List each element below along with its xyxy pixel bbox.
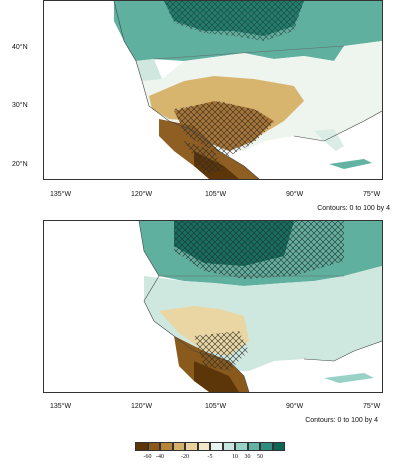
colorbar-boxes — [135, 442, 285, 451]
lon-label: 105°W — [205, 403, 227, 410]
colorbar-swatch — [147, 442, 160, 451]
colorbar-swatch — [210, 442, 223, 451]
contour-note: Contours: 0 to 100 by 4 — [305, 417, 378, 424]
lon-label: 90°W — [286, 191, 304, 198]
colorbar-label: -60 — [143, 454, 152, 460]
lon-label: 135°W — [50, 191, 72, 198]
bottom-map-frame — [43, 220, 383, 393]
lat-label: 30°N — [12, 102, 28, 109]
lat-label: 40°N — [12, 44, 28, 51]
colorbar-swatch — [247, 442, 260, 451]
colorbar-label: 50 — [257, 454, 263, 460]
top-map-panel: 40°N 30°N 20°N 135°W 120°W 105°W 90°W 75… — [0, 0, 420, 215]
colorbar-label: -40 — [156, 454, 164, 460]
lat-label: 20°N — [12, 161, 28, 168]
colorbar-swatch — [197, 442, 210, 451]
colorbar-label: 10 — [232, 454, 238, 460]
colorbar-swatch — [160, 442, 173, 451]
colorbar-label: -5 — [207, 454, 213, 460]
lon-label: 135°W — [50, 403, 72, 410]
bottom-map-panel: 135°W 120°W 105°W 90°W 75°W Contours: 0 … — [0, 220, 420, 430]
bottom-map-canvas — [44, 221, 382, 392]
colorbar-swatch — [272, 442, 285, 451]
colorbar-swatch — [222, 442, 235, 451]
lon-label: 90°W — [286, 403, 304, 410]
colorbar-swatch — [185, 442, 198, 451]
colorbar-swatch — [135, 442, 148, 451]
colorbar-label: -20 — [181, 454, 189, 460]
colorbar-swatch — [260, 442, 273, 451]
top-map-frame — [43, 0, 383, 180]
lon-label: 75°W — [363, 191, 381, 198]
colorbar-label: 30 — [244, 454, 251, 460]
colorbar: -60 -40 -20 -5 10 30 50 — [135, 442, 285, 466]
contour-note: Contours: 0 to 100 by 4 — [317, 205, 390, 212]
lon-label: 120°W — [131, 191, 153, 198]
lon-label: 105°W — [205, 191, 227, 198]
colorbar-swatch — [235, 442, 248, 451]
colorbar-swatch — [172, 442, 185, 451]
lon-label: 120°W — [131, 403, 153, 410]
lon-label: 75°W — [363, 403, 381, 410]
top-map-canvas — [44, 1, 382, 179]
